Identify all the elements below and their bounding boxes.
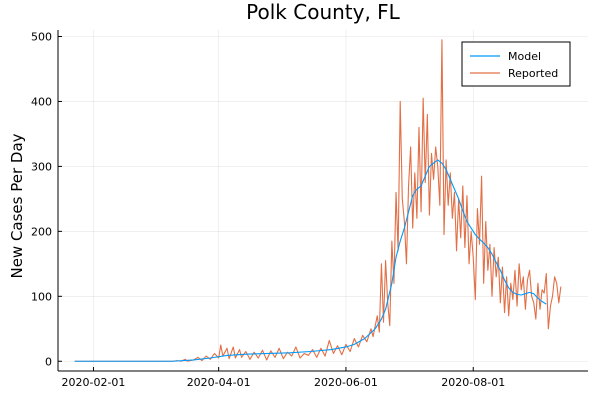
legend: Model Reported xyxy=(461,41,571,87)
y-tick-label: 400 xyxy=(31,95,52,108)
x-tick-label: 2020-06-01 xyxy=(314,376,378,389)
y-tick-label: 300 xyxy=(31,160,52,173)
x-tick-label: 2020-04-01 xyxy=(187,376,251,389)
y-tick-label: 200 xyxy=(31,225,52,238)
plot-series xyxy=(74,39,562,362)
series-line-model xyxy=(74,159,547,362)
x-tick-label: 2020-08-01 xyxy=(441,376,505,389)
legend-box xyxy=(461,41,571,87)
series-line-reported xyxy=(74,39,562,362)
legend-label-model: Model xyxy=(508,50,541,63)
legend-label-reported: Reported xyxy=(508,67,558,80)
y-tick-label: 0 xyxy=(45,355,52,368)
chart-title: Polk County, FL xyxy=(246,0,401,24)
y-tick-label: 100 xyxy=(31,290,52,303)
axes: 2020-02-01 2020-04-01 2020-06-01 2020-08-01… xyxy=(31,30,588,389)
y-axis-label: New Cases Per Day xyxy=(8,133,26,278)
x-tick-label: 2020-02-01 xyxy=(62,376,126,389)
y-tick-label: 500 xyxy=(31,30,52,43)
